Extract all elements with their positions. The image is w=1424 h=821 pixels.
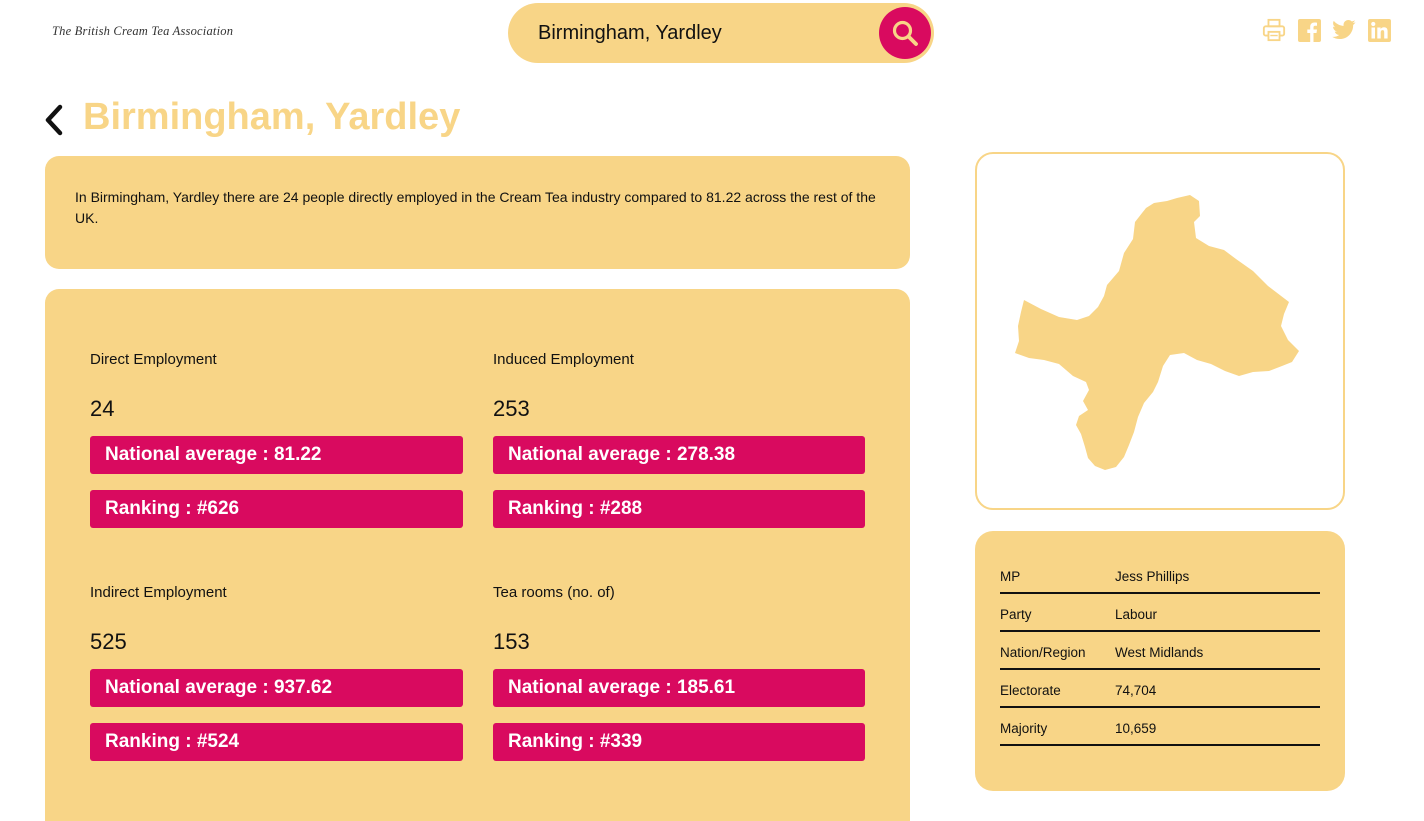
stat-label: Induced Employment	[493, 351, 634, 368]
info-key: Electorate	[1000, 682, 1061, 698]
share-toolbar	[1262, 17, 1391, 43]
stat-value: 153	[493, 629, 530, 654]
search-bar	[508, 3, 934, 63]
site-logo[interactable]: The British Cream Tea Association	[52, 24, 234, 38]
stat-label: Indirect Employment	[90, 584, 227, 601]
constituency-info-card: MP Jess Phillips Party Labour Nation/Reg…	[975, 531, 1345, 791]
ranking-badge: Ranking : #626	[90, 490, 463, 528]
info-key: Majority	[1000, 720, 1048, 736]
print-icon[interactable]	[1262, 17, 1286, 43]
facebook-icon[interactable]	[1297, 17, 1321, 43]
stat-label: Direct Employment	[90, 351, 217, 368]
linkedin-icon[interactable]	[1367, 17, 1391, 43]
stat-induced-employment: Induced Employment 253 National average …	[493, 351, 865, 528]
national-average-badge: National average : 278.38	[493, 436, 865, 474]
info-row-party: Party Labour	[1000, 594, 1320, 632]
page-title: Birmingham, Yardley	[83, 96, 461, 138]
national-average-badge: National average : 81.22	[90, 436, 463, 474]
info-row-electorate: Electorate 74,704	[1000, 670, 1320, 708]
info-value: 74,704	[1115, 682, 1157, 698]
info-key: Party	[1000, 606, 1032, 622]
stat-label: Tea rooms (no. of)	[493, 584, 615, 601]
search-input[interactable]	[538, 17, 868, 49]
stat-indirect-employment: Indirect Employment 525 National average…	[90, 584, 463, 761]
search-icon	[892, 20, 918, 46]
intro-text: In Birmingham, Yardley there are 24 peop…	[75, 189, 876, 226]
intro-summary-card: In Birmingham, Yardley there are 24 peop…	[45, 156, 910, 269]
national-average-badge: National average : 185.61	[493, 669, 865, 707]
constituency-map-shape	[1015, 195, 1299, 470]
stat-value: 525	[90, 629, 127, 654]
twitter-icon[interactable]	[1332, 17, 1356, 43]
ranking-badge: Ranking : #524	[90, 723, 463, 761]
info-value: 10,659	[1115, 720, 1157, 736]
employment-stats-panel: Direct Employment 24 National average : …	[45, 289, 910, 821]
search-button[interactable]	[879, 7, 931, 59]
info-row-majority: Majority 10,659	[1000, 708, 1320, 746]
info-row-mp: MP Jess Phillips	[1000, 556, 1320, 594]
stat-tea-rooms: Tea rooms (no. of) 153 National average …	[493, 584, 865, 761]
ranking-badge: Ranking : #339	[493, 723, 865, 761]
stat-direct-employment: Direct Employment 24 National average : …	[90, 351, 463, 528]
info-key: MP	[1000, 568, 1021, 584]
info-key: Nation/Region	[1000, 644, 1086, 660]
constituency-map-card	[975, 152, 1345, 510]
stat-value: 24	[90, 396, 115, 421]
info-value: Jess Phillips	[1115, 568, 1190, 584]
stat-value: 253	[493, 396, 530, 421]
info-value: Labour	[1115, 606, 1158, 622]
ranking-badge: Ranking : #288	[493, 490, 865, 528]
info-value: West Midlands	[1115, 644, 1204, 660]
national-average-badge: National average : 937.62	[90, 669, 463, 707]
info-row-region: Nation/Region West Midlands	[1000, 632, 1320, 670]
back-chevron-icon[interactable]	[42, 103, 68, 137]
